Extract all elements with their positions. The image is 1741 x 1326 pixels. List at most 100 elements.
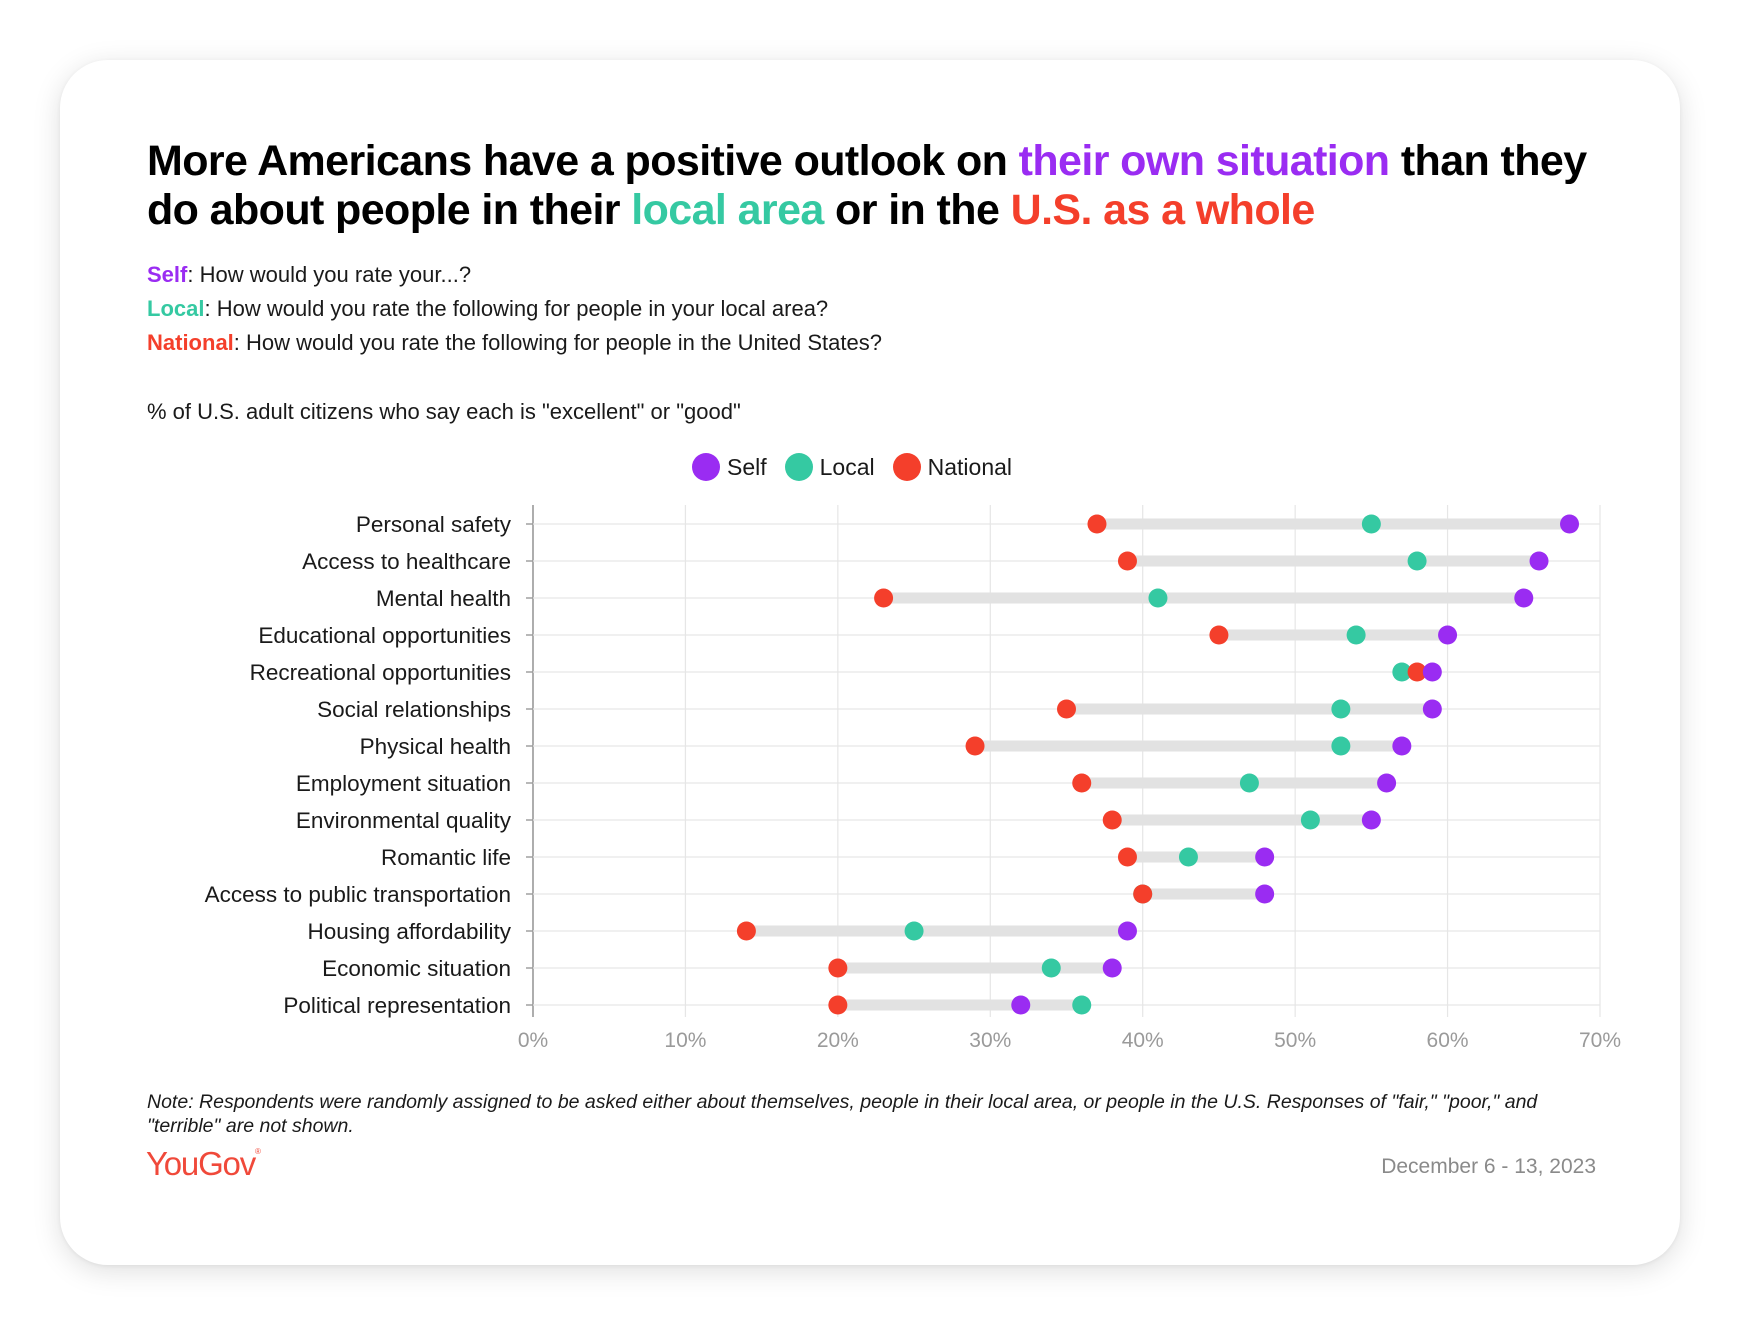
- dot-local: [1041, 958, 1061, 978]
- dot-national: [736, 921, 756, 941]
- dot-local: [904, 921, 924, 941]
- dot-local: [1148, 588, 1168, 608]
- dot-national: [1072, 773, 1092, 793]
- category-label: Access to public transportation: [205, 882, 511, 907]
- measure-description: % of U.S. adult citizens who say each is…: [147, 399, 741, 424]
- dot-self: [1422, 699, 1442, 719]
- legend-label-local: Local: [819, 453, 875, 480]
- dot-local: [1239, 773, 1259, 793]
- headline-self-phrase: their own situation: [1018, 137, 1390, 185]
- dot-self: [1560, 514, 1580, 534]
- dot-national: [1117, 551, 1137, 571]
- dot-self: [1255, 884, 1275, 904]
- dot-self: [1117, 921, 1137, 941]
- category-label: Employment situation: [296, 771, 511, 796]
- legend-item-self: Self: [692, 453, 767, 481]
- dot-national: [1407, 662, 1427, 682]
- headline-text-2: than they do about people in their: [147, 137, 1587, 234]
- category-label: Access to healthcare: [302, 549, 511, 574]
- question-national-key: National: [147, 330, 234, 355]
- dot-national: [1117, 847, 1137, 867]
- chart-card: [60, 60, 1680, 1265]
- dot-national: [828, 958, 848, 978]
- dot-self: [1377, 773, 1397, 793]
- dot-national: [965, 736, 985, 756]
- category-label: Mental health: [376, 586, 511, 611]
- x-tick-label: 50%: [1274, 1029, 1316, 1052]
- question-national: National: How would you rate the followi…: [147, 329, 882, 357]
- dot-national: [1133, 884, 1153, 904]
- x-tick-layer: 0% 10% 20% 30% 40% 50% 60% 70%: [518, 1029, 1621, 1052]
- category-label: Educational opportunities: [258, 623, 511, 648]
- dot-national: [1087, 514, 1107, 534]
- legend-dot-local: [784, 453, 813, 481]
- category-label: Environmental quality: [296, 808, 512, 833]
- category-label: Housing affordability: [308, 919, 512, 944]
- question-self-text: : How would you rate your...?: [187, 262, 472, 287]
- x-tick-label: 70%: [1579, 1029, 1621, 1052]
- dot-national: [874, 588, 894, 608]
- legend-item-national: National: [892, 453, 1013, 481]
- chart-legend: Self Local National: [692, 450, 1030, 484]
- dot-local: [1072, 995, 1092, 1015]
- dot-local: [1361, 514, 1381, 534]
- dot-local: [1331, 736, 1351, 756]
- dot-self: [1438, 625, 1458, 645]
- x-tick-label: 20%: [817, 1029, 859, 1052]
- legend-label-self: Self: [727, 453, 767, 480]
- logo-text: YouGov: [146, 1145, 256, 1182]
- headline-text-1: More Americans have a positive outlook o…: [147, 137, 1019, 185]
- category-label: Personal safety: [356, 512, 512, 537]
- dot-national: [1209, 625, 1229, 645]
- footnote: Note: Respondents were randomly assigned…: [147, 1091, 1538, 1137]
- x-tick-label: 30%: [969, 1029, 1011, 1052]
- dot-local: [1331, 699, 1351, 719]
- dot-local: [1407, 551, 1427, 571]
- dot-self: [1392, 736, 1412, 756]
- category-label-layer: Personal safety Access to healthcare Menta…: [205, 512, 512, 1018]
- dot-layer: [736, 514, 1580, 1015]
- category-label: Physical health: [360, 734, 511, 759]
- dot-self: [1255, 847, 1275, 867]
- dot-national: [1057, 699, 1076, 719]
- question-local: Local: How would you rate the following …: [147, 295, 828, 323]
- category-label: Social relationships: [317, 697, 511, 722]
- dot-local: [1346, 625, 1366, 645]
- dot-national: [1102, 810, 1122, 830]
- category-label: Economic situation: [322, 956, 511, 981]
- dot-self: [1514, 588, 1534, 608]
- dot-self: [1361, 810, 1381, 830]
- question-local-key: Local: [147, 296, 205, 321]
- dot-local: [1392, 662, 1412, 682]
- legend-label-national: National: [927, 453, 1013, 480]
- dot-self: [1529, 551, 1549, 571]
- dot-self: [1011, 995, 1031, 1015]
- headline: More Americans have a positive outlook o…: [147, 137, 1607, 235]
- yougov-logo: YouGov®: [146, 1145, 261, 1183]
- legend-item-local: Local: [784, 453, 875, 481]
- legend-dot-national: [892, 453, 921, 481]
- headline-local-phrase: local area: [631, 186, 824, 234]
- category-label: Romantic life: [381, 845, 511, 870]
- dot-self: [1422, 662, 1442, 682]
- question-national-text: : How would you rate the following for p…: [233, 330, 882, 355]
- survey-date: December 6 - 13, 2023: [1381, 1155, 1596, 1178]
- category-label: Political representation: [283, 993, 511, 1018]
- dot-national: [828, 995, 848, 1015]
- x-tick-label: 0%: [518, 1029, 548, 1052]
- dot-local: [1300, 810, 1320, 830]
- question-local-text: : How would you rate the following for p…: [204, 296, 829, 321]
- x-tick-label: 40%: [1122, 1029, 1164, 1052]
- x-tick-label: 60%: [1427, 1029, 1469, 1052]
- dot-self: [1102, 958, 1122, 978]
- grid-layer: [526, 505, 1601, 1017]
- category-label: Recreational opportunities: [250, 660, 511, 685]
- question-self-key: Self: [147, 262, 188, 287]
- x-tick-label: 10%: [664, 1029, 706, 1052]
- headline-national-phrase: U.S. as a whole: [1010, 186, 1316, 234]
- question-self: Self: How would you rate your...?: [147, 261, 471, 289]
- dot-local: [1178, 847, 1198, 867]
- legend-dot-self: [692, 453, 720, 481]
- headline-text-3: or in the: [823, 186, 1011, 234]
